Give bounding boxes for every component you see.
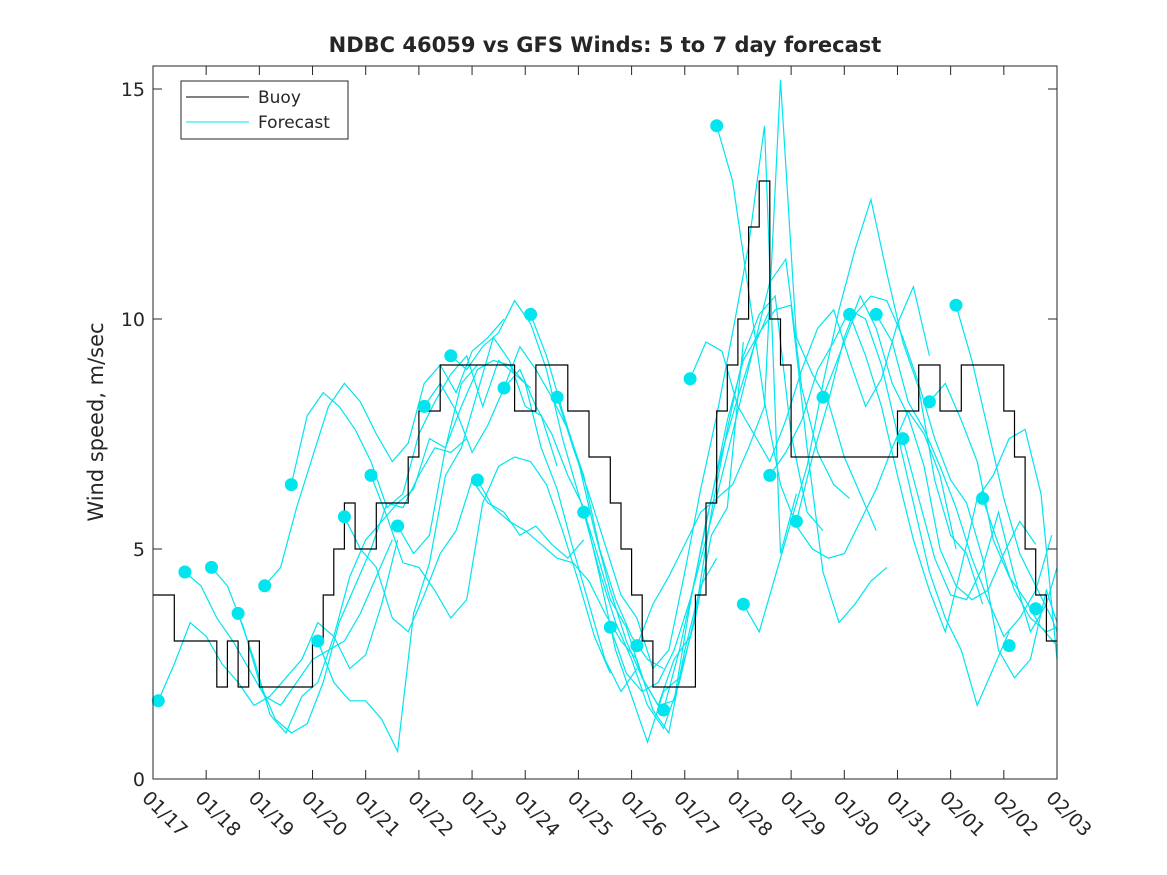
forecast-point-5 [258,579,272,593]
forecast-line-8 [343,478,585,633]
forecast-line-5 [264,318,505,587]
forecast-line-23 [742,197,984,634]
forecast-point-3 [205,560,218,574]
y-axis: 0 5 10 15 [121,79,1057,791]
forecast-line-26 [822,295,1058,679]
forecast-point-20 [657,703,670,717]
forecast-point-24 [763,468,777,482]
forecast-point-22 [710,119,724,133]
y-tick-label-3: 15 [121,79,145,101]
forecast-line-24 [769,308,1010,708]
forecast-line-32 [982,498,1058,633]
forecast-point-4 [231,606,245,620]
forecast-point-30 [922,395,936,409]
forecast-line-27 [849,314,1058,660]
forecast-line-9 [370,456,611,674]
forecast-series-group [157,79,1058,754]
plot-frame [152,65,1058,780]
plot-area [153,66,1057,779]
y-axis-label: Wind speed, m/sec [84,322,108,521]
forecast-point-31 [949,298,963,312]
forecast-point-11 [417,399,431,413]
y-tick-label-1: 5 [133,539,145,561]
forecast-point-16 [550,390,564,404]
forecast-line-19 [636,79,877,646]
forecast-line-20 [662,304,888,711]
forecast-point-33 [1002,639,1016,653]
forecast-point-21 [683,372,697,386]
legend-buoy-label: Buoy [258,88,301,108]
forecast-point-26 [816,390,830,404]
y-tick-label-0: 0 [133,769,145,791]
forecast-line-11 [423,345,664,670]
forecast-point-19 [630,639,644,653]
forecast-line-6 [290,354,531,509]
buoy-series-group [153,180,1057,688]
forecast-line-28 [875,314,1053,638]
forecast-point-10 [391,519,405,533]
forecast-line-25 [795,294,1037,601]
forecast-line-18 [609,257,850,693]
forecast-point-29 [896,432,910,446]
forecast-point-12 [444,349,458,363]
forecast-point-27 [843,307,857,321]
forecast-line-7 [317,336,558,754]
forecast-line-30 [928,382,1058,646]
chart-title: NDBC 46059 vs GFS Winds: 5 to 7 day fore… [329,33,882,57]
forecast-point-8 [337,510,351,524]
forecast-line-15 [530,309,771,707]
forecast-line-10 [397,359,638,693]
forecast-line-31 [955,305,1058,633]
forecast-line-2 [184,539,393,707]
forecast-init-points-group [151,119,1043,717]
forecast-line-16 [556,125,797,670]
forecast-line-21 [689,284,930,463]
forecast-point-6 [284,478,298,492]
forecast-point-18 [603,620,617,634]
forecast-line-14 [503,341,744,745]
forecast-point-2 [178,565,192,579]
forecast-line-4 [237,364,478,735]
y-tick-label-2: 10 [121,309,145,331]
legend: Buoy Forecast [180,80,349,140]
forecast-point-28 [869,307,883,321]
forecast-point-34 [1029,602,1043,616]
forecast-point-15 [524,307,538,321]
forecast-point-1 [151,694,165,708]
forecast-point-17 [577,505,591,519]
forecast-line-22 [716,125,957,559]
forecast-point-25 [789,514,803,528]
forecast-point-13 [470,473,484,487]
forecast-point-23 [736,597,750,611]
legend-box [180,80,349,140]
forecast-point-7 [311,634,325,648]
legend-forecast-label: Forecast [258,113,330,133]
forecast-point-9 [364,468,378,482]
forecast-point-32 [976,491,990,505]
forecast-line-3 [211,438,468,734]
buoy-line [153,180,1057,688]
forecast-point-14 [497,381,511,395]
